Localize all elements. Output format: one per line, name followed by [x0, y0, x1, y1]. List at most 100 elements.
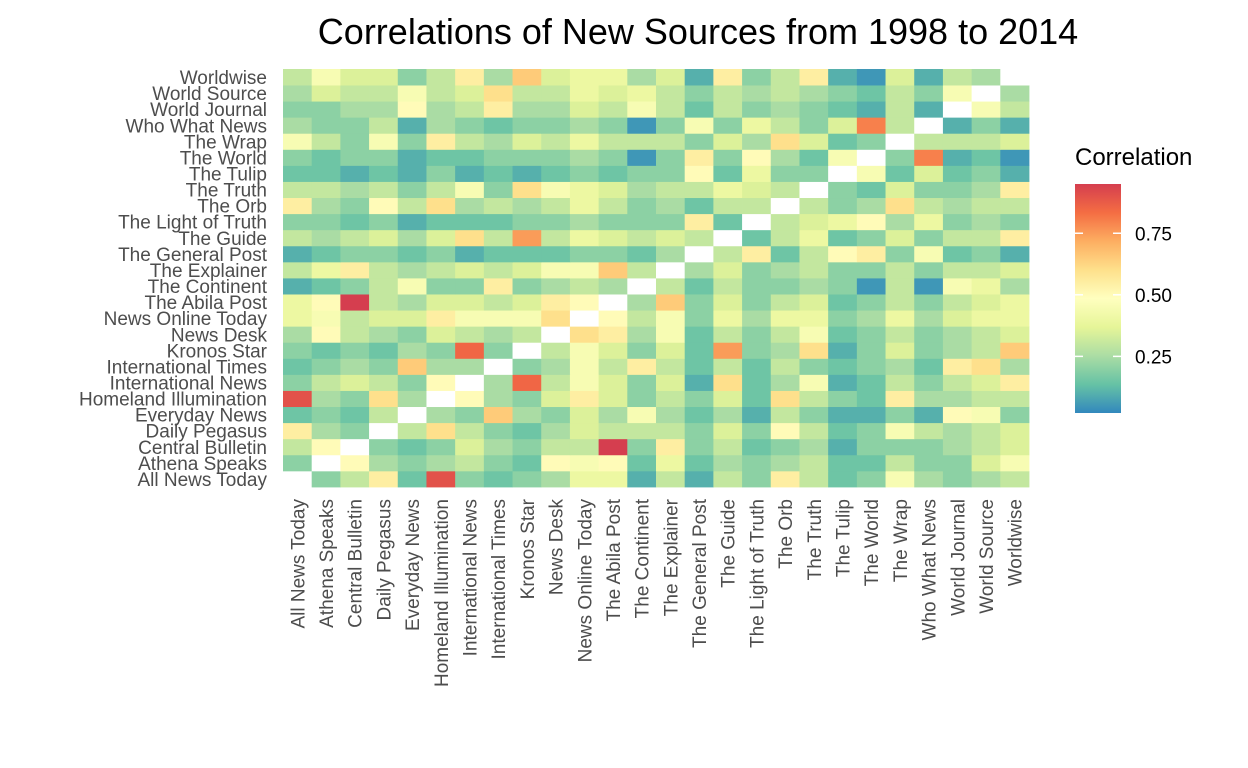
heatmap-cell — [512, 229, 542, 247]
legend-colorbar — [1075, 184, 1121, 413]
heatmap-cell — [541, 294, 571, 311]
heatmap-cell — [627, 165, 657, 182]
heatmap-cell — [512, 310, 542, 327]
heatmap-cell — [455, 326, 485, 343]
y-tick-label: News Desk — [171, 325, 268, 346]
heatmap-cell — [311, 470, 341, 488]
heatmap-cell — [627, 438, 657, 456]
heatmap-cell — [742, 294, 772, 311]
heatmap-cell — [1000, 326, 1030, 343]
heatmap-cell — [656, 326, 686, 343]
heatmap-cell — [742, 245, 772, 263]
heatmap-cell — [742, 101, 772, 118]
heatmap-cell — [541, 101, 571, 118]
heatmap-cell — [856, 165, 886, 182]
heatmap-cell — [828, 133, 858, 150]
heatmap-cell — [742, 149, 772, 166]
heatmap-cell — [656, 261, 686, 279]
heatmap-cell — [426, 197, 456, 215]
heatmap-cell — [512, 149, 542, 166]
heatmap-cell — [512, 213, 542, 231]
heatmap-cell — [942, 406, 973, 424]
heatmap-cell — [914, 213, 944, 231]
heatmap-cell — [942, 374, 973, 391]
heatmap-cell — [541, 117, 571, 134]
heatmap-cell — [1000, 181, 1030, 199]
heatmap-cell — [742, 197, 772, 215]
heatmap-cell — [942, 85, 973, 102]
heatmap-cell — [541, 149, 571, 166]
heatmap-cell — [397, 406, 427, 424]
heatmap-cell — [455, 133, 485, 150]
heatmap-cell — [426, 406, 456, 424]
heatmap-cell — [684, 358, 714, 375]
heatmap-cell — [283, 213, 313, 231]
heatmap-cell — [828, 245, 858, 263]
heatmap-cell — [885, 245, 915, 263]
heatmap-cell — [283, 117, 313, 134]
heatmap-cell — [656, 438, 686, 456]
heatmap-cell — [856, 101, 886, 118]
heatmap-cell — [713, 374, 743, 391]
y-tick-label: The Truth — [186, 181, 267, 202]
heatmap-cell — [856, 261, 886, 279]
heatmap-cell — [397, 422, 427, 440]
heatmap-cell — [569, 245, 600, 263]
heatmap-cell — [971, 197, 1001, 215]
heatmap-cell — [369, 117, 399, 134]
heatmap-cell — [885, 422, 915, 440]
heatmap-cell — [1000, 390, 1030, 408]
heatmap-cell — [885, 438, 915, 456]
heatmap-cell — [541, 85, 571, 102]
heatmap-cell — [569, 454, 600, 472]
heatmap-cell — [770, 149, 800, 166]
heatmap-cell — [340, 149, 370, 166]
heatmap-cell — [369, 310, 399, 327]
heatmap-cell — [742, 278, 772, 295]
x-tick-label: Worldwise — [1006, 499, 1027, 586]
heatmap-cell — [455, 454, 485, 472]
heatmap-cell — [828, 310, 858, 327]
heatmap-cell — [627, 133, 657, 150]
heatmap-cell — [799, 85, 829, 102]
heatmap-cell — [283, 342, 313, 359]
heatmap-cell — [713, 470, 743, 488]
heatmap-cell — [856, 358, 886, 375]
heatmap-cell — [799, 245, 829, 263]
heatmap-cell — [311, 438, 341, 456]
heatmap-cell — [283, 245, 313, 263]
x-tick-label: International Times — [489, 499, 510, 660]
heatmap-cell — [397, 85, 427, 102]
heatmap-cell — [656, 342, 686, 359]
heatmap-cell — [799, 470, 829, 488]
heatmap-cell — [856, 294, 886, 311]
heatmap-cell — [713, 310, 743, 327]
heatmap-cell — [426, 229, 456, 247]
x-tick-label: World Journal — [948, 499, 969, 616]
y-tick-label: All News Today — [137, 470, 267, 491]
heatmap-cell — [311, 358, 341, 375]
heatmap-cell — [283, 294, 313, 311]
heatmap-cell — [656, 470, 686, 488]
heatmap-cell — [369, 406, 399, 424]
heatmap-cell — [397, 117, 427, 134]
y-tick-label: The Explainer — [150, 261, 268, 282]
heatmap-cell — [914, 310, 944, 327]
heatmap-cell — [426, 69, 456, 86]
y-tick-label: Everyday News — [135, 406, 267, 427]
heatmap-cell — [541, 422, 571, 440]
heatmap-cell — [828, 390, 858, 408]
y-tick-label: Who What News — [126, 116, 267, 137]
x-tick-label: Everyday News — [403, 499, 424, 631]
heatmap-cell — [512, 85, 542, 102]
heatmap-cell — [340, 310, 370, 327]
heatmap-cell — [799, 326, 829, 343]
heatmap-cell — [283, 310, 313, 327]
heatmap-cell — [340, 390, 370, 408]
heatmap-cell — [885, 294, 915, 311]
heatmap-cell — [311, 261, 341, 279]
heatmap-cell — [311, 165, 341, 182]
heatmap-cell — [426, 438, 456, 456]
heatmap-cell — [971, 454, 1001, 472]
